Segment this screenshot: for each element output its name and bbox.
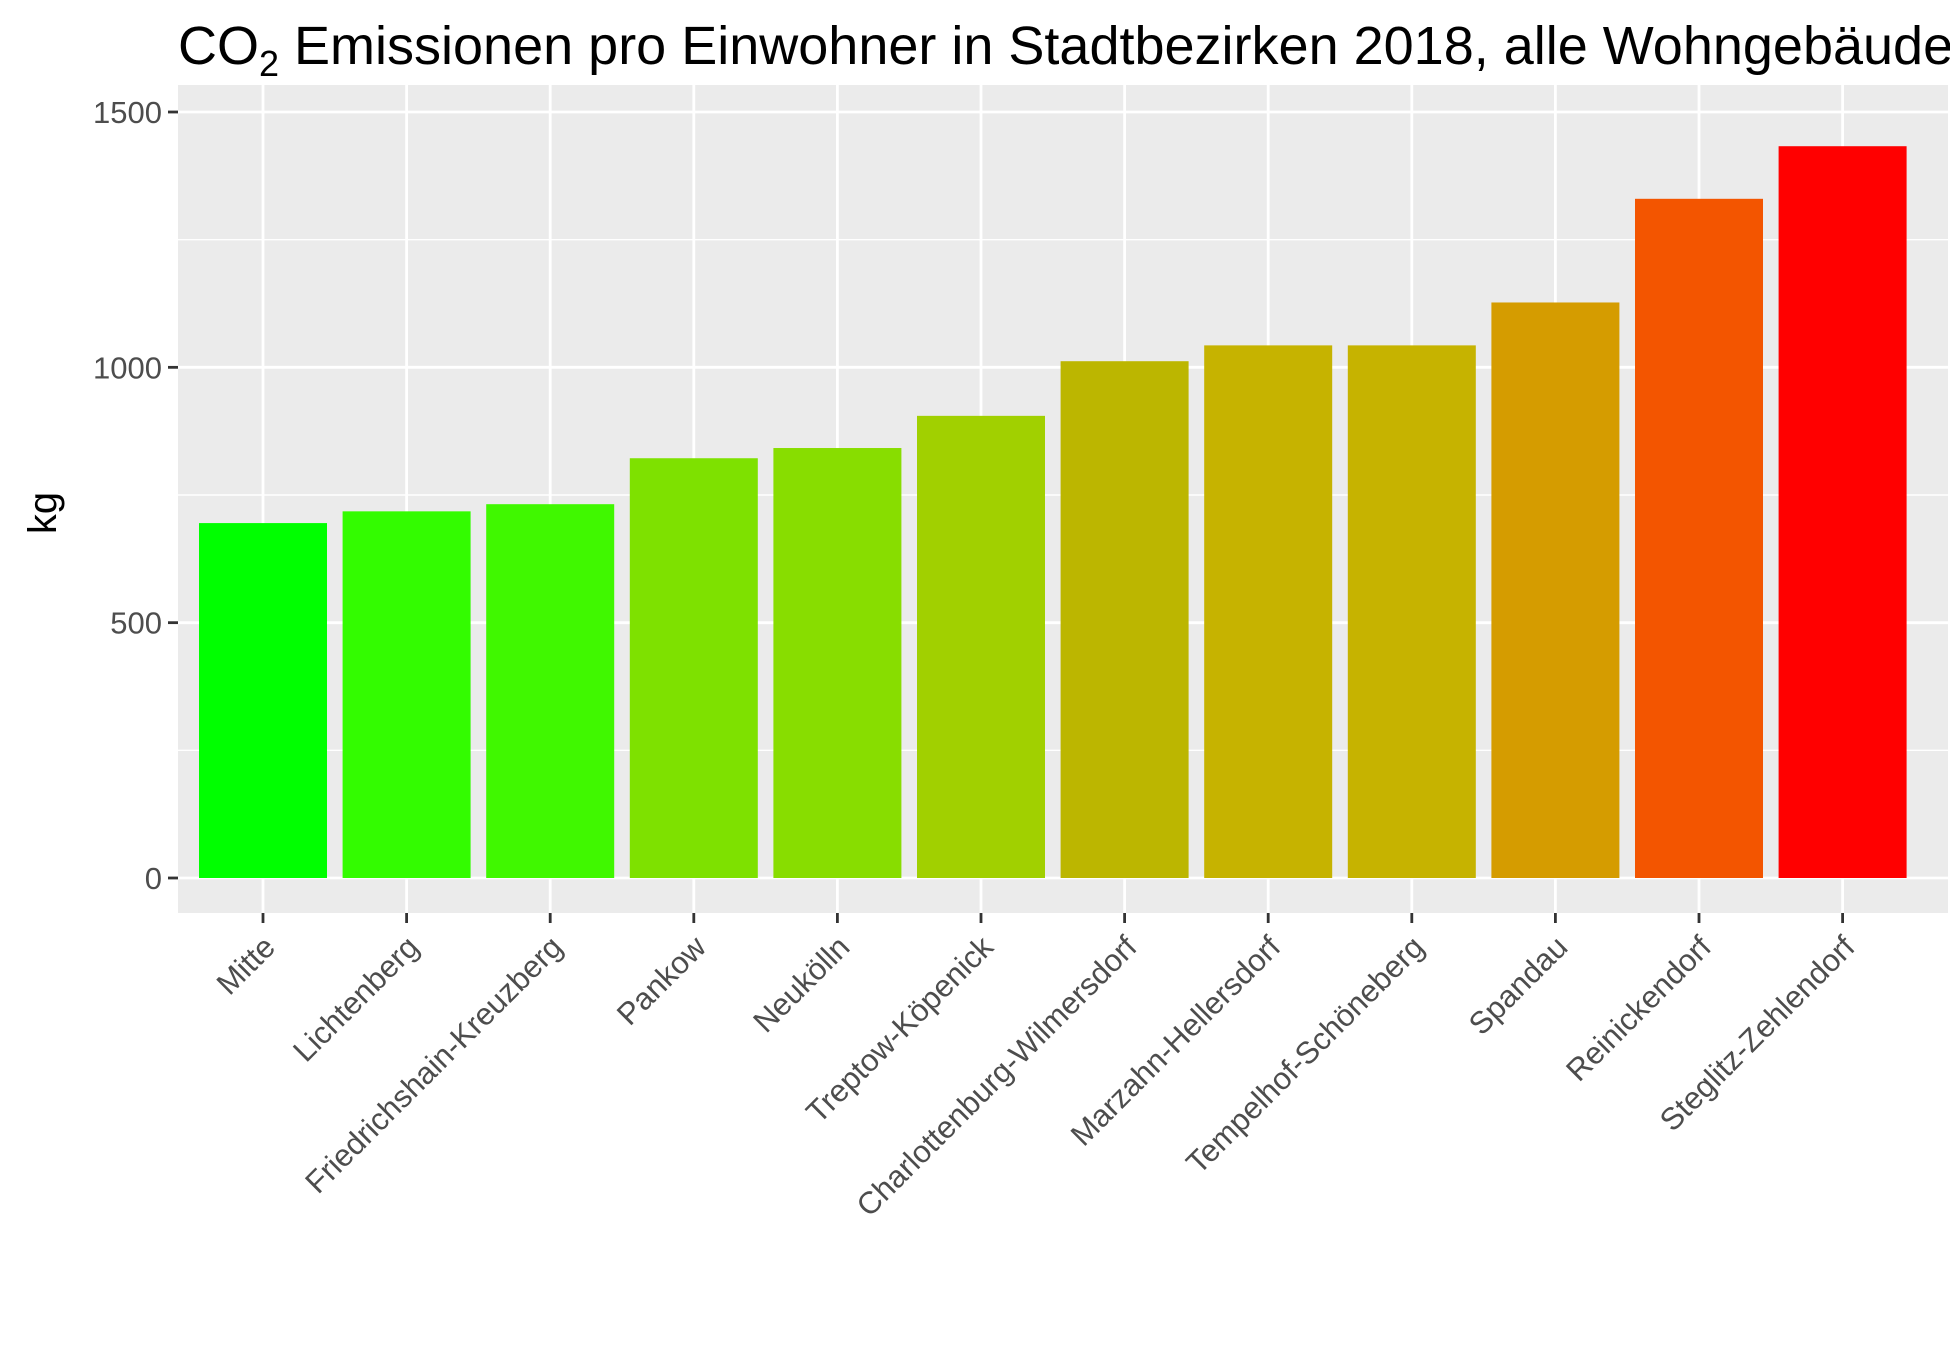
x-tick-label: Tempelhof-Schöneberg <box>1179 929 1430 1180</box>
y-tick-label: 1000 <box>93 350 162 385</box>
x-tick-label: Neukölln <box>746 929 856 1039</box>
bar <box>1060 361 1189 878</box>
bar <box>1347 345 1476 879</box>
bar <box>486 504 615 878</box>
x-tick-label: Spandau <box>1462 929 1575 1042</box>
bar <box>199 523 327 878</box>
bar <box>773 448 902 878</box>
chart-title-main: CO <box>178 16 259 76</box>
x-tick-label: Lichtenberg <box>286 929 425 1068</box>
y-tick-label: 0 <box>145 861 162 896</box>
x-tick-label: Reinickendorf <box>1559 929 1718 1088</box>
chart-title: CO2 Emissionen pro Einwohner in Stadtbez… <box>178 16 1950 84</box>
bar <box>629 458 758 878</box>
bar <box>1635 198 1763 878</box>
y-axis-label: kg <box>21 492 65 534</box>
chart-title-rest: Emissionen pro Einwohner in Stadtbezirke… <box>279 16 1950 76</box>
x-tick-label: Pankow <box>610 929 713 1032</box>
x-tick-label: Charlottenburg-Wilmersdorf <box>850 929 1144 1223</box>
chart-title-subscript: 2 <box>259 43 279 84</box>
y-tick-label: 500 <box>110 606 162 641</box>
x-tick-label: Mitte <box>210 929 282 1001</box>
bar <box>1204 345 1333 879</box>
bars <box>199 146 1907 879</box>
x-tick-label: Friedrichshain-Kreuzberg <box>298 929 569 1200</box>
bar <box>342 511 471 878</box>
x-axis: Mitte LichtenbergFriedrichshain-Kreuzberg… <box>210 913 1862 1223</box>
bar <box>917 415 1045 878</box>
y-axis: 0 500 1000 1500 <box>93 95 178 896</box>
y-tick-label: 1500 <box>93 95 162 130</box>
bar <box>1491 302 1620 879</box>
bar <box>1778 146 1907 878</box>
